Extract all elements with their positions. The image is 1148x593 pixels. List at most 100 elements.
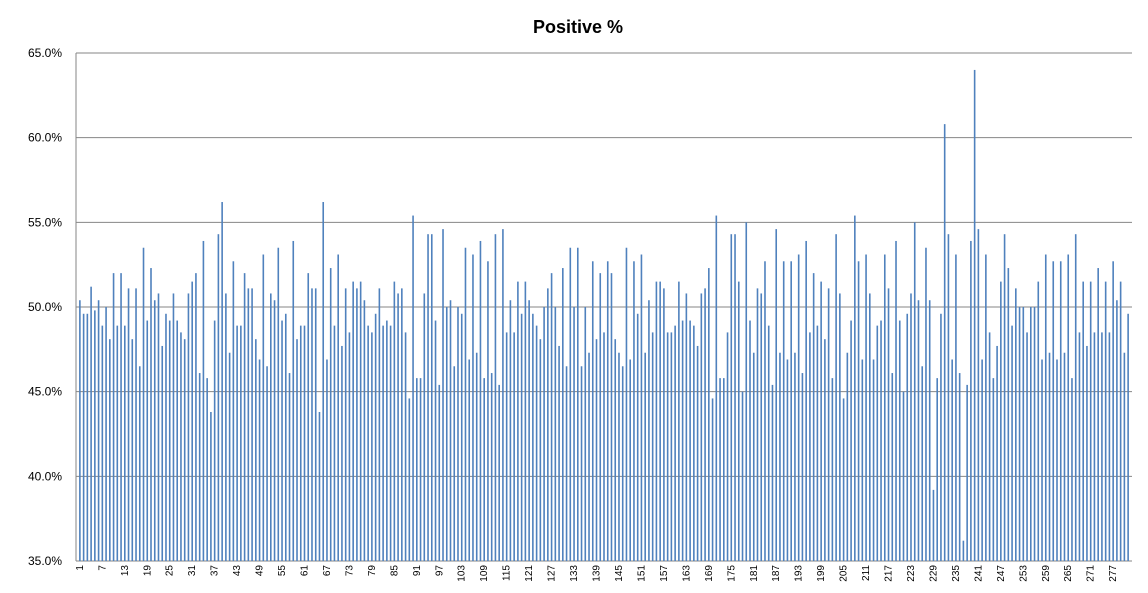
bar: [333, 325, 336, 561]
bar: [434, 320, 437, 561]
bar: [228, 352, 231, 561]
bar: [973, 69, 976, 561]
bar: [273, 300, 276, 561]
bar: [723, 378, 725, 561]
bar: [1116, 300, 1118, 561]
bar: [865, 254, 867, 562]
bar: [1015, 288, 1017, 561]
bar: [595, 339, 598, 561]
bar: [442, 229, 444, 561]
bar: [940, 313, 942, 561]
bar: [760, 293, 763, 561]
bar: [453, 366, 456, 561]
bar: [670, 332, 673, 561]
bar: [352, 281, 354, 561]
bar: [412, 215, 414, 561]
bar: [891, 373, 894, 561]
x-tick-label: 139: [592, 565, 603, 582]
bar: [161, 345, 164, 561]
bar: [741, 391, 744, 561]
bar: [79, 300, 81, 561]
bar: [363, 300, 366, 561]
x-tick-label: 187: [771, 565, 782, 582]
bar: [883, 254, 886, 562]
bar: [123, 325, 126, 561]
bar: [505, 332, 508, 561]
bar: [303, 325, 306, 561]
x-tick-label: 151: [636, 565, 647, 582]
bar: [251, 288, 253, 561]
bar: [195, 273, 197, 561]
bar: [898, 320, 901, 561]
bar: [266, 366, 268, 561]
bar: [693, 325, 695, 561]
bar: [1123, 352, 1126, 561]
bar: [1011, 325, 1013, 561]
bar: [655, 281, 658, 561]
bar: [633, 261, 635, 561]
bar: [857, 261, 860, 561]
bar: [719, 378, 721, 561]
bar: [1026, 332, 1028, 561]
bar: [835, 234, 837, 562]
bar: [764, 261, 766, 561]
bar: [329, 268, 332, 561]
bar: [1037, 281, 1040, 561]
bar: [153, 300, 156, 561]
bar: [374, 313, 377, 561]
x-tick-label: 91: [412, 565, 423, 577]
bar: [644, 352, 646, 561]
bar: [689, 320, 691, 561]
x-tick-label: 199: [816, 565, 827, 582]
bar: [925, 247, 927, 561]
bar: [288, 373, 291, 561]
bar: [730, 234, 733, 562]
bar: [666, 332, 669, 561]
bar: [202, 240, 205, 561]
x-tick-label: 229: [928, 565, 939, 582]
bar: [138, 366, 141, 561]
x-tick-label: 121: [524, 565, 535, 582]
bar: [850, 320, 852, 561]
bar: [988, 332, 991, 561]
x-tick-label: 73: [344, 565, 355, 577]
bar: [468, 359, 471, 561]
bar: [588, 352, 590, 561]
bar: [565, 366, 568, 561]
bar: [636, 313, 639, 561]
bar: [640, 254, 643, 562]
bar: [348, 332, 351, 561]
bar: [816, 325, 819, 561]
bar: [1078, 332, 1081, 561]
bar: [805, 240, 807, 561]
bar: [307, 273, 310, 561]
bar: [359, 281, 362, 561]
bar: [685, 293, 688, 561]
bar: [292, 240, 295, 561]
bar: [1082, 281, 1085, 561]
x-tick-label: 67: [322, 565, 333, 577]
bar: [284, 313, 287, 561]
x-tick-label: 235: [951, 565, 962, 582]
x-tick-label: 115: [502, 565, 513, 581]
bar: [225, 293, 227, 561]
bar: [532, 313, 534, 561]
bar: [535, 325, 538, 561]
x-tick-label: 85: [389, 565, 400, 577]
bar: [936, 378, 938, 561]
bar: [520, 313, 523, 561]
bar: [404, 332, 407, 561]
bar: [460, 313, 463, 561]
bar: [708, 268, 710, 561]
bar: [127, 288, 130, 561]
bar: [554, 307, 557, 561]
bar: [513, 332, 515, 561]
x-tick-label: 109: [479, 565, 490, 582]
bar: [1048, 352, 1051, 561]
bar: [337, 254, 339, 562]
bar: [569, 247, 572, 561]
y-tick-label: 60.0%: [28, 131, 62, 145]
bar: [902, 391, 905, 561]
x-tick-label: 259: [1041, 565, 1052, 582]
